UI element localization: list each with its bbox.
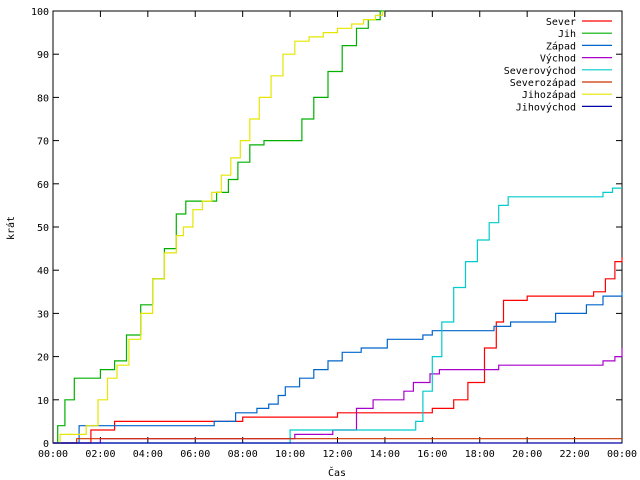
legend-label: Jih [558,29,576,40]
series-line-jih [53,10,385,444]
series-line-východ [53,348,623,444]
series-line-sever [53,257,623,444]
y-tick-label: 30 [37,309,49,320]
series-layer [53,10,623,444]
legend-label: Severozápad [510,77,576,89]
x-tick-label: 00:00 [607,449,637,460]
legend-label: Západ [546,40,576,52]
x-tick-label: 16:00 [417,449,447,460]
x-tick-label: 02:00 [85,449,115,460]
x-axis: 00:00 02:00 04:00 06:00 08:00 10:00 12:00 14:00… [38,11,637,460]
y-tick-label: 10 [37,396,49,407]
series-line-západ [53,291,623,444]
series-line-severovýchod [53,187,622,444]
x-tick-label: 10:00 [275,449,305,460]
legend-label: Východ [540,53,576,65]
legend: SeverJihZápadVýchodSeverovýchodSeverozáp… [504,17,612,113]
x-tick-label: 18:00 [465,449,495,460]
x-tick-label: 06:00 [180,449,210,460]
y-tick-label: 40 [37,266,49,277]
x-tick-label: 12:00 [322,449,352,460]
series-line-jihozápad [53,11,384,444]
y-tick-label: 0 [43,439,49,450]
y-tick-label: 100 [31,7,49,18]
legend-label: Severovýchod [504,65,576,77]
y-tick-label: 50 [37,223,49,234]
y-tick-label: 20 [37,353,49,364]
y-tick-label: 70 [37,137,49,148]
legend-label: Sever [546,17,576,28]
x-tick-label: 00:00 [38,449,68,460]
y-tick-label: 80 [37,93,49,104]
legend-label: Jihovýchod [516,101,576,113]
y-axis: 0 10 20 30 40 50 60 70 80 90 100 [31,7,622,450]
y-tick-label: 90 [37,50,49,61]
x-tick-label: 22:00 [560,449,590,460]
legend-label: Jihozápad [522,89,576,101]
x-tick-label: 08:00 [228,449,258,460]
y-axis-label: krát [5,216,17,240]
x-tick-label: 20:00 [512,449,542,460]
y-tick-label: 60 [37,180,49,191]
x-tick-label: 14:00 [370,449,400,460]
x-tick-label: 04:00 [133,449,163,460]
x-axis-label: Čas [328,466,346,479]
